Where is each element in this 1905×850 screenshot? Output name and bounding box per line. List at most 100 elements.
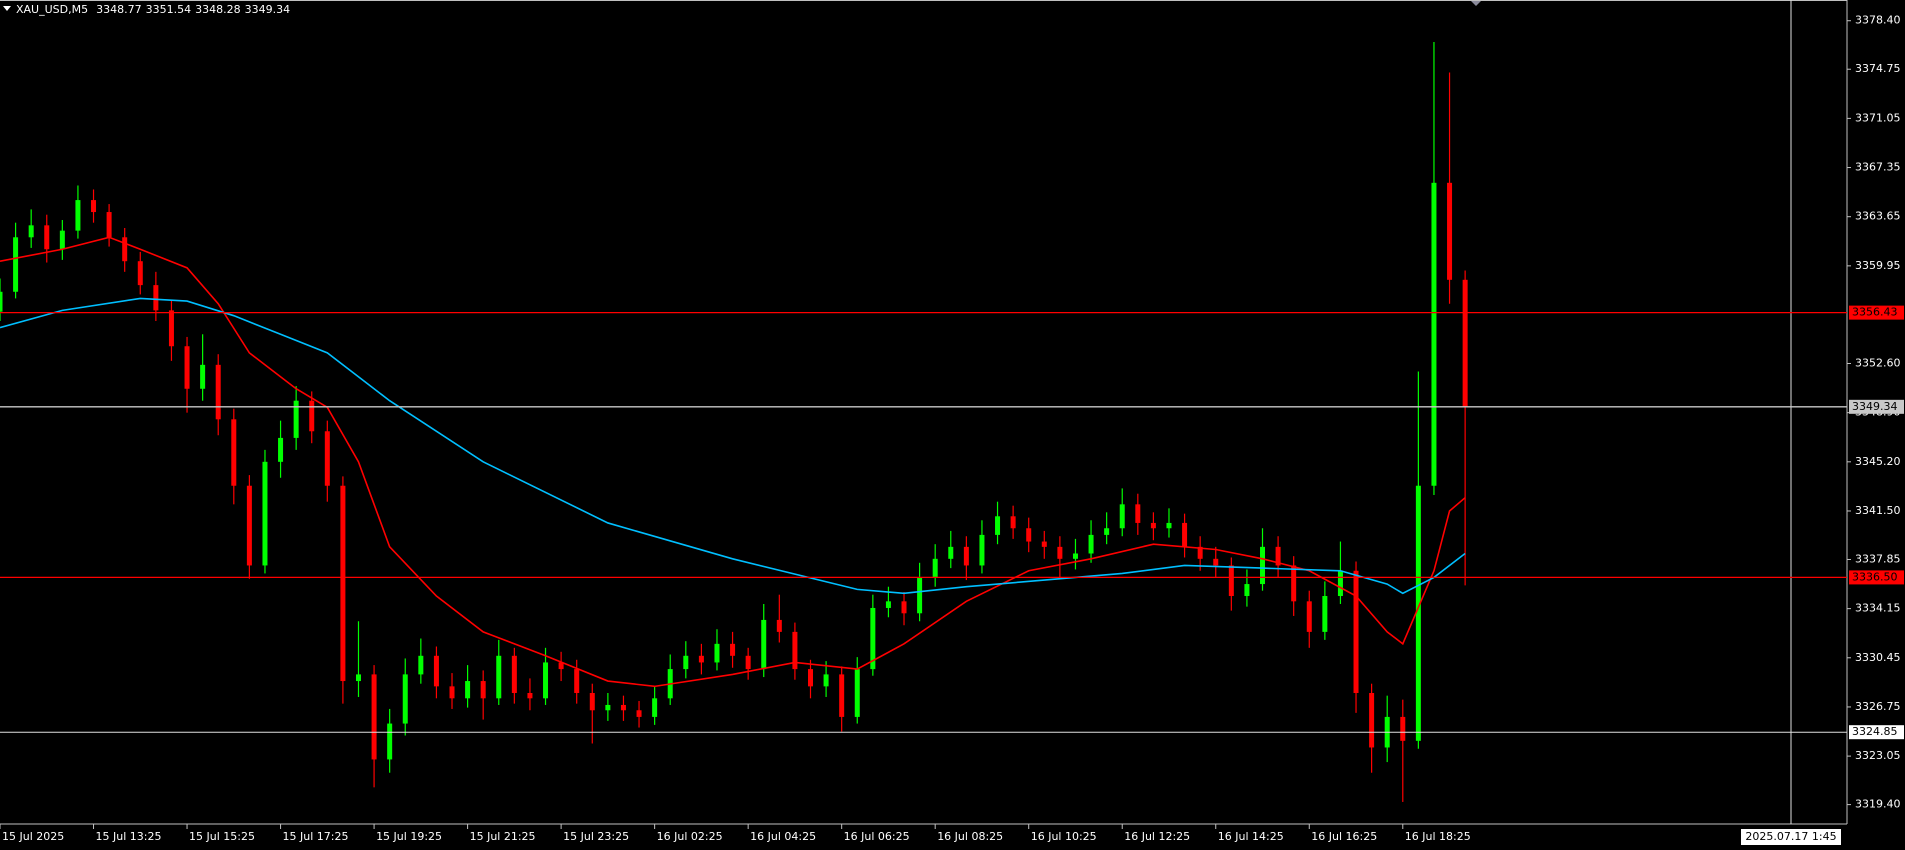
price-level-label: 3349.34 [1852,400,1898,413]
candle-body [480,681,486,699]
candle-body [293,400,299,438]
shift-marker[interactable] [1470,0,1482,6]
y-tick-label: 3378.40 [1855,14,1901,27]
candle-body [262,461,268,566]
candle-body [278,437,284,462]
candle-body [714,643,720,663]
y-tick-label: 3352.60 [1855,357,1901,370]
chart-header: XAU_USD,M5 3348.77 3351.54 3348.28 3349.34 [16,3,290,16]
candle-body [698,655,704,663]
candle-body [59,230,65,250]
y-tick-label: 3330.45 [1855,651,1901,664]
candle-body [1135,504,1141,523]
candle-body [1041,541,1047,547]
candle-body [605,704,611,711]
candle-body [652,698,658,717]
candle-body [371,674,377,760]
candle-body [200,364,206,389]
candle-body [761,619,767,670]
candle-body [948,546,954,559]
y-tick-label: 3374.75 [1855,62,1901,75]
crosshair-time-box [1741,829,1841,845]
candle-body [683,655,689,670]
candle-body [402,674,408,724]
moving-average [0,236,1466,688]
candle-body [75,200,81,231]
candle-body [122,237,128,262]
candle-body [745,655,751,670]
candle-body [168,310,174,347]
candle-body [433,655,439,687]
candle-body [184,346,190,389]
candle-body [13,237,19,292]
candle-body [1291,565,1297,602]
candle-body [355,674,361,682]
candle-body [963,546,969,566]
x-tick-label: 16 Jul 14:25 [1218,830,1284,843]
candle-body [543,662,549,699]
candle-body [917,577,923,614]
candle-body [1010,516,1016,529]
candle-body [1228,565,1234,597]
menu-arrow[interactable] [3,6,11,11]
candle-body [730,643,736,656]
quote-close: 3349.34 [245,3,291,16]
candle-body [91,200,97,213]
candle-body [511,655,517,693]
candle-body [246,485,252,566]
moving-average [0,297,1466,595]
x-tick-label: 15 Jul 2025 [2,830,64,843]
y-tick-label: 3341.50 [1855,504,1901,517]
candle-body [620,704,626,711]
symbol: XAU_USD,M5 [16,3,88,16]
y-tick-label: 3367.35 [1855,161,1901,174]
candle-body [1462,279,1468,408]
candle-body [1369,692,1375,748]
price-level-box [1849,399,1904,414]
candle-body [589,692,595,711]
candle-body [807,669,813,687]
candle-body [1322,596,1328,632]
candle-body [823,674,829,687]
candle-body [387,723,393,760]
price-level-label: 3356.43 [1852,306,1898,319]
candle-body [1119,504,1125,529]
candle-body [1244,584,1250,597]
candle-body [1447,182,1453,280]
quote-high: 3351.54 [146,3,192,16]
candle-body [28,225,34,238]
candle-body [1150,522,1156,529]
y-tick-label: 3359.95 [1855,259,1901,272]
candle-body [1337,570,1343,597]
candle-body [854,669,860,717]
x-tick-label: 16 Jul 08:25 [937,830,1003,843]
candle-body [1415,485,1421,741]
candle-body [496,655,502,699]
candle-body [776,619,782,632]
candle-body [885,601,891,608]
y-tick-label: 3337.85 [1855,552,1901,565]
candle-body [1166,522,1172,529]
candle-body [1088,534,1094,554]
x-tick-label: 15 Jul 17:25 [283,830,349,843]
candle-body [527,692,533,699]
candle-body [1306,601,1312,632]
candle-body [979,534,985,566]
candle-body [418,655,424,675]
candle-body [636,710,642,717]
candle-body [995,516,1001,535]
candle-body [1104,528,1110,535]
candle-body [449,686,455,699]
quote-open: 3348.77 [96,3,142,16]
quote-low: 3348.28 [195,3,241,16]
x-tick-label: 16 Jul 18:25 [1405,830,1471,843]
candle-body [839,674,845,717]
candle-body [1213,558,1219,566]
crosshair-time-label: 2025.07.17 1:45 [1745,830,1836,843]
x-tick-label: 16 Jul 02:25 [657,830,723,843]
price-level-box [1849,305,1904,320]
candle-body [1072,553,1078,559]
x-tick-label: 15 Jul 21:25 [470,830,536,843]
